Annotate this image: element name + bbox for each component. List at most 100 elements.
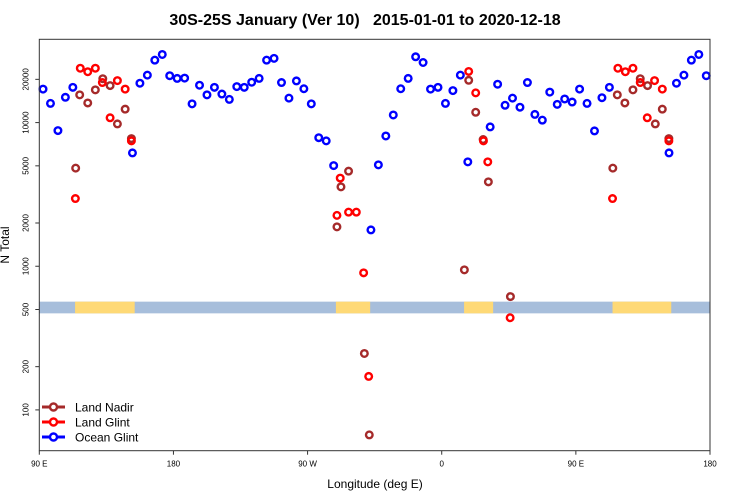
data-point (344, 166, 354, 176)
surface-band (39, 301, 711, 314)
data-point (97, 78, 107, 88)
data-point (643, 81, 653, 91)
data-point (142, 70, 152, 80)
data-point (485, 122, 495, 132)
data-point (582, 98, 592, 108)
data-point (38, 84, 48, 94)
data-point (336, 182, 346, 192)
data-point (53, 126, 63, 136)
data-point (612, 90, 622, 100)
data-point (321, 136, 331, 146)
legend-label: Ocean Glint (75, 431, 139, 445)
data-point (332, 210, 342, 220)
plot-frame (38, 38, 711, 452)
legend-item: Land Nadir (42, 401, 134, 415)
data-point (440, 98, 450, 108)
data-point (172, 73, 182, 83)
data-point (239, 82, 249, 92)
data-point (455, 70, 465, 80)
data-point (433, 82, 443, 92)
data-point (418, 57, 428, 67)
y-tick-label: 200 (21, 359, 30, 373)
data-point (403, 73, 413, 83)
data-point (195, 80, 205, 90)
data-point (187, 99, 197, 109)
data-point (650, 119, 660, 129)
data-point (597, 93, 607, 103)
data-point (694, 49, 704, 59)
data-point (127, 148, 137, 158)
data-point (471, 107, 481, 117)
data-point (686, 55, 696, 65)
data-point (620, 67, 630, 77)
data-point (373, 160, 383, 170)
data-point (628, 63, 638, 73)
data-point (505, 292, 515, 302)
data-point (567, 97, 577, 107)
y-tick-label: 100 (21, 403, 30, 417)
data-point (105, 113, 115, 123)
data-point (359, 348, 369, 358)
legend-marker (48, 432, 59, 442)
data-point (209, 82, 219, 92)
x-tick-label: 90 E (31, 460, 47, 469)
data-point (335, 173, 345, 183)
land-band-segment (612, 301, 672, 314)
data-point (381, 131, 391, 141)
data-point (366, 225, 376, 235)
data-point (459, 265, 469, 275)
data-point (396, 84, 406, 94)
data-point (276, 78, 286, 88)
y-tick-label: 2000 (21, 214, 30, 232)
data-point (560, 94, 570, 104)
x-axis: 90 E 180 90 W 0 90 E 180 (31, 450, 717, 469)
data-point (701, 71, 711, 81)
data-point (83, 67, 93, 77)
data-point (478, 136, 488, 146)
data-point (364, 430, 374, 440)
data-point (90, 85, 100, 95)
legend-label: Land Glint (75, 416, 130, 430)
data-point (71, 163, 81, 173)
data-point (120, 104, 130, 114)
data-point (262, 55, 272, 65)
data-point (642, 113, 652, 123)
data-point (500, 100, 510, 110)
y-tick-label: 1000 (21, 257, 30, 275)
data-point (70, 194, 80, 204)
legend-item: Land Glint (42, 416, 130, 430)
data-point (613, 63, 623, 73)
data-point (60, 92, 70, 102)
x-tick-label: 180 (167, 460, 181, 469)
data-point (135, 78, 145, 88)
legend-marker (48, 402, 59, 412)
y-tick-label: 500 (21, 302, 30, 316)
data-point (448, 86, 458, 96)
x-tick-label: 90 E (568, 460, 584, 469)
data-point (180, 73, 190, 83)
data-point (388, 110, 398, 120)
data-point (483, 157, 493, 167)
data-point (650, 76, 660, 86)
data-point (120, 84, 130, 94)
data-point (505, 313, 515, 323)
x-axis-label: Longitude (deg E) (327, 477, 422, 491)
data-point (545, 87, 555, 97)
x-tick-label: 180 (703, 460, 717, 469)
data-point (351, 207, 361, 217)
y-axis-label: N Total (0, 226, 12, 263)
chart-title: 30S-25S January (Ver 10) 2015-01-01 to 2… (169, 12, 560, 29)
data-point (83, 98, 93, 108)
data-point (217, 89, 227, 99)
data-point (90, 63, 100, 73)
data-point (126, 136, 136, 146)
data-point (202, 90, 212, 100)
land-band-segment (464, 301, 494, 314)
data-point (165, 71, 175, 81)
data-point (359, 268, 369, 278)
data-point (329, 161, 339, 171)
data-point (620, 98, 630, 108)
data-point (671, 78, 681, 88)
data-point (299, 84, 309, 94)
data-point (635, 74, 645, 84)
